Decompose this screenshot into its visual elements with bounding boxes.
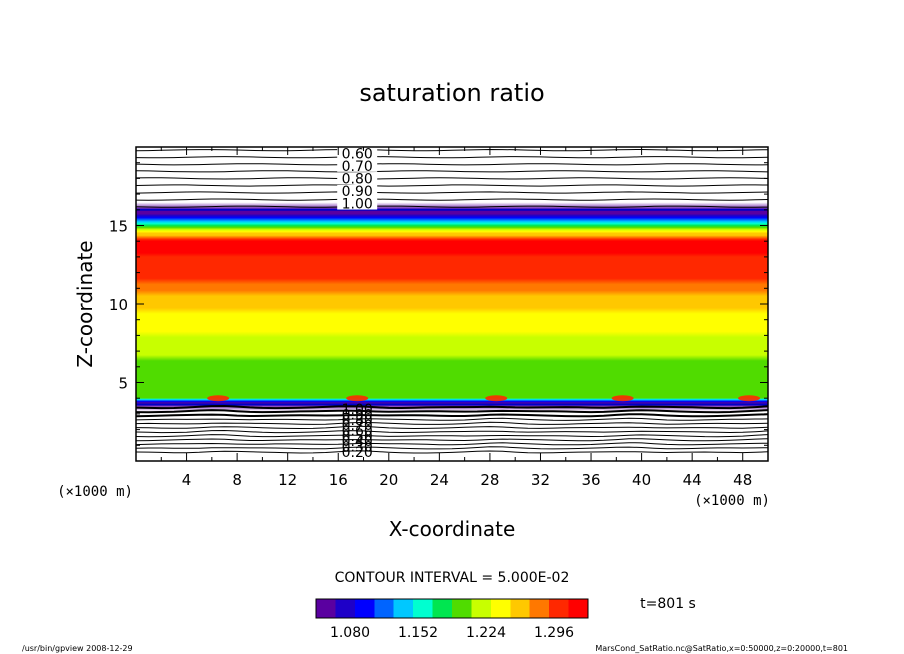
contour-label: 0.20 <box>342 445 373 461</box>
warm-spot <box>738 395 761 402</box>
x-tick-label: 44 <box>683 471 702 489</box>
contour-interval-label: CONTOUR INTERVAL = 5.000E-02 <box>335 570 570 586</box>
colorbar-tick-label: 1.224 <box>466 625 506 641</box>
x-tick-label: 16 <box>329 471 348 489</box>
contour-line <box>136 429 768 434</box>
x-tick-label: 24 <box>430 471 449 489</box>
x-unit-left: (×1000 m) <box>57 484 133 500</box>
contour-label-bg <box>337 147 378 160</box>
colorbar-tick-label: 1.152 <box>398 625 438 641</box>
x-tick-label: 8 <box>232 471 242 489</box>
contour-label: 0.90 <box>342 408 373 424</box>
contour-line <box>136 191 768 194</box>
x-tick-label: 28 <box>480 471 499 489</box>
time-label: t=801 s <box>640 596 696 612</box>
contour-label: 0.80 <box>342 171 373 187</box>
contour-line <box>136 413 768 418</box>
warm-spot <box>346 395 369 402</box>
y-tick-label: 5 <box>118 375 128 393</box>
contour-line <box>136 434 768 438</box>
contour-label: 0.40 <box>342 434 373 450</box>
contour-label: 1.00 <box>342 197 373 213</box>
contour-line <box>136 450 768 454</box>
x-axis-label: X-coordinate <box>389 517 516 541</box>
chart-title: saturation ratio <box>359 79 544 107</box>
contour-line <box>136 156 768 159</box>
contour-line <box>136 170 768 173</box>
contour-line <box>136 442 768 446</box>
contour-label: 0.90 <box>342 184 373 200</box>
contour-label: 0.30 <box>342 440 373 456</box>
contour-label: 1.00 <box>342 402 373 418</box>
y-axis-label: Z-coordinate <box>73 240 97 367</box>
plot-area <box>136 147 768 461</box>
contour-line <box>136 446 768 450</box>
contour-line <box>136 148 768 152</box>
contour-label: 0.50 <box>342 429 373 445</box>
footer-right: MarsCond_SatRatio.nc@SatRatio,x=0:50000,… <box>595 644 848 653</box>
y-tick-label: 10 <box>109 296 128 314</box>
colorbar-tick-label: 1.080 <box>330 625 370 641</box>
contour-line <box>136 404 768 410</box>
contour-label: 0.70 <box>342 159 373 175</box>
contour-line <box>136 184 768 187</box>
contour-label: 0.60 <box>342 424 373 440</box>
contour-line <box>136 417 768 421</box>
contour-line <box>136 205 768 208</box>
contour-label-bg <box>337 184 378 197</box>
footer-left: /usr/bin/gpview 2008-12-29 <box>22 644 133 653</box>
contour-label: 0.70 <box>342 418 373 434</box>
colorbar <box>315 598 589 619</box>
contour-label-bg <box>337 172 378 185</box>
contour-line <box>136 438 768 442</box>
x-unit-right: (×1000 m) <box>694 493 770 509</box>
x-tick-label: 32 <box>531 471 550 489</box>
contour-line <box>136 177 768 180</box>
contour-line <box>136 163 768 166</box>
saturation-field <box>136 147 768 461</box>
x-tick-label: 4 <box>182 471 192 489</box>
contour-label: 0.80 <box>342 413 373 429</box>
contour-line <box>136 198 768 201</box>
y-tick-label: 15 <box>109 218 128 236</box>
x-tick-label: 36 <box>581 471 600 489</box>
contour-line <box>136 425 768 430</box>
warm-spot <box>611 395 634 402</box>
contour-label: 0.60 <box>342 146 373 162</box>
x-tick-label: 20 <box>379 471 398 489</box>
x-tick-label: 48 <box>733 471 752 489</box>
x-tick-label: 12 <box>278 471 297 489</box>
contour-label-bg <box>337 159 378 172</box>
contour-label-bg <box>337 197 378 210</box>
contour-line <box>136 421 768 425</box>
x-tick-label: 40 <box>632 471 651 489</box>
colorbar-tick-label: 1.296 <box>534 625 574 641</box>
contour-line <box>136 409 768 414</box>
warm-spot <box>485 395 508 402</box>
warm-spot <box>207 395 230 402</box>
